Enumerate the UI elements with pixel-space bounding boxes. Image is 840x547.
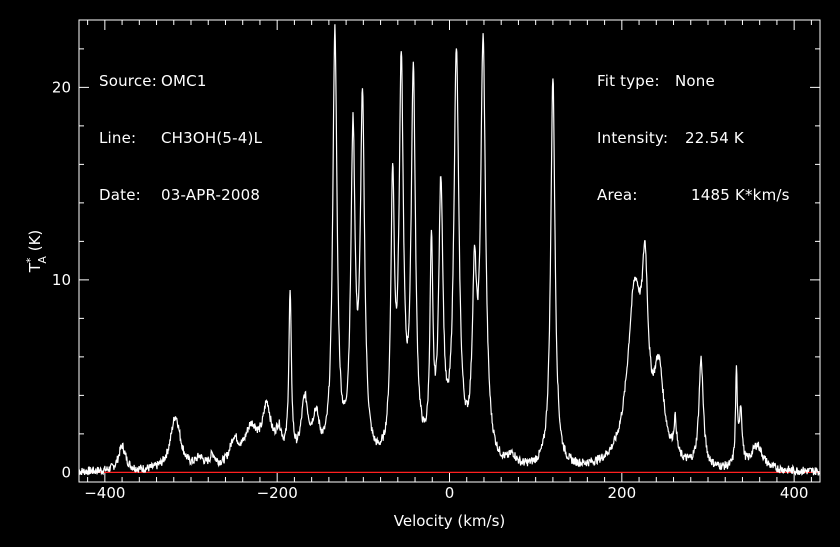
y-axis-label-text: T*A (K) bbox=[24, 230, 49, 274]
spectrum-line bbox=[78, 24, 821, 476]
date-label: Date: bbox=[99, 186, 141, 204]
tick-labels: −400 −200 0 200 400 0 10 20 bbox=[52, 78, 809, 502]
intensity-value: 22.54 K bbox=[685, 129, 744, 147]
x-tick-label: −200 bbox=[257, 484, 298, 502]
x-tick-label: 0 bbox=[445, 484, 455, 502]
source-value: OMC1 bbox=[161, 72, 207, 90]
area-label: Area: bbox=[597, 186, 638, 204]
y-tick-label: 10 bbox=[52, 271, 71, 289]
x-axis-label: Velocity (km/s) bbox=[394, 512, 505, 530]
intensity-label: Intensity: bbox=[597, 129, 669, 147]
x-tick-label: −400 bbox=[84, 484, 125, 502]
info-left: Source: OMC1 Line: CH3OH(5-4)L Date: 03-APR… bbox=[99, 36, 262, 222]
x-tick-label: 400 bbox=[780, 484, 809, 502]
fit-type-value: None bbox=[675, 72, 715, 90]
y-tick-label: 0 bbox=[61, 463, 71, 481]
line-label: Line: bbox=[99, 129, 137, 147]
fit-type-label: Fit type: bbox=[597, 72, 660, 90]
x-tick-label: 200 bbox=[608, 484, 637, 502]
date-value: 03-APR-2008 bbox=[161, 186, 261, 204]
y-tick-label: 20 bbox=[52, 78, 71, 96]
line-value: CH3OH(5-4)L bbox=[161, 129, 263, 147]
source-label: Source: bbox=[99, 72, 157, 90]
y-axis-label: T*A (K) bbox=[24, 230, 49, 274]
area-value: 1485 K*km/s bbox=[691, 186, 790, 204]
info-right: Fit type: None Intensity: 22.54 K Area: 148… bbox=[597, 36, 790, 222]
axis-ticks bbox=[79, 20, 820, 482]
